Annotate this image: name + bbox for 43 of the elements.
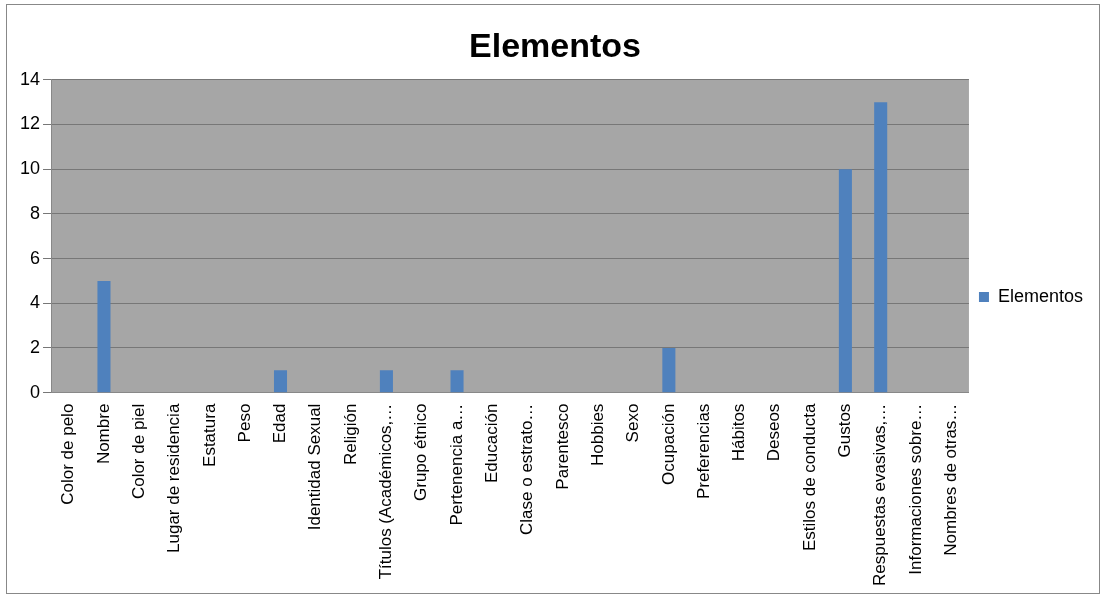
x-tick-label: Gustos xyxy=(835,403,855,458)
x-tick-label: Color de piel xyxy=(128,403,148,500)
bar xyxy=(97,280,111,393)
x-tick-label: Edad xyxy=(270,403,290,444)
y-tick-label: 2 xyxy=(30,336,41,357)
x-tick-label: Religión xyxy=(340,403,360,466)
legend-label: Elementos xyxy=(997,285,1083,306)
bar xyxy=(450,370,464,393)
x-tick-label: Preferencias xyxy=(693,403,713,500)
bar xyxy=(379,370,393,393)
x-tick-label: Respuestas evasivas,… xyxy=(870,403,890,587)
y-tick-label: 14 xyxy=(19,68,41,89)
y-tick-label: 8 xyxy=(30,202,41,223)
chart-title: Elementos xyxy=(469,25,641,64)
x-tick-label: Estilos de conducta xyxy=(799,403,819,552)
y-tick-label: 4 xyxy=(30,292,41,313)
x-tick-label: Peso xyxy=(234,403,254,443)
y-tick-label: 12 xyxy=(19,113,41,134)
x-tick-label: Lugar de residencia xyxy=(164,403,184,553)
x-tick-label: Nombres de otras… xyxy=(940,403,960,556)
x-tick-label: Títulos (Académicos,… xyxy=(376,403,396,580)
y-tick-label: 0 xyxy=(30,381,41,402)
y-tick-label: 10 xyxy=(19,158,41,179)
x-tick-label: Pertenencia a… xyxy=(446,403,466,526)
x-tick-label: Informaciones sobre… xyxy=(905,403,925,575)
bar xyxy=(838,169,852,393)
x-tick-label: Estatura xyxy=(199,403,219,467)
x-tick-label: Identidad Sexual xyxy=(305,403,325,531)
bar xyxy=(874,102,888,393)
x-tick-label: Hábitos xyxy=(729,403,749,462)
x-tick-label: Color de pelo xyxy=(58,403,78,505)
bar xyxy=(273,370,288,393)
bar xyxy=(662,347,676,393)
x-tick-label: Parentesco xyxy=(552,403,572,490)
x-tick-label: Hobbies xyxy=(587,403,607,467)
x-tick-label: Clase o estrato… xyxy=(517,403,537,535)
x-tick-label: Deseos xyxy=(764,403,784,462)
x-tick-label: Ocupación xyxy=(658,403,678,485)
x-tick-label: Sexo xyxy=(623,403,643,443)
x-tick-label: Educación xyxy=(482,403,502,484)
y-tick-label: 6 xyxy=(30,247,41,268)
x-tick-label: Grupo étnico xyxy=(411,403,431,501)
x-tick-label: Nombre xyxy=(93,403,113,465)
